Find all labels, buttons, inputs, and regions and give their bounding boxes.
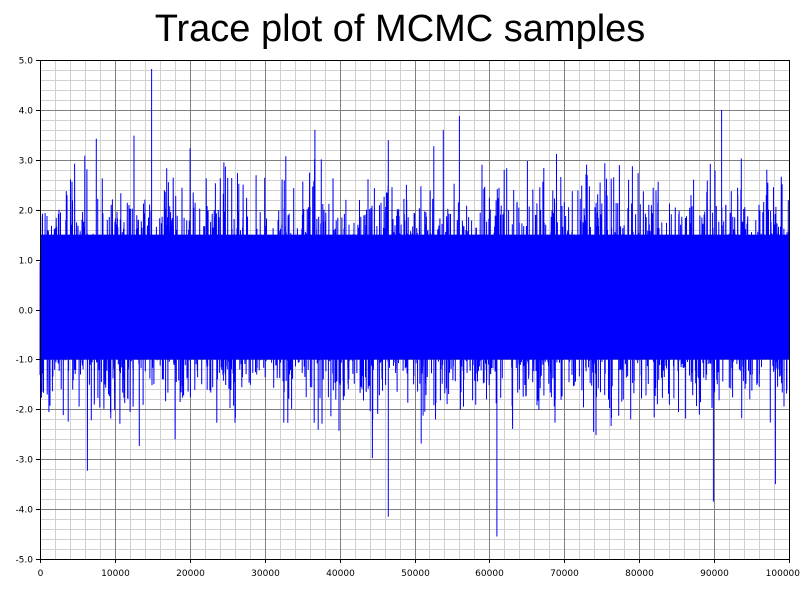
y-tick-label: 5.0	[19, 57, 34, 67]
x-tick-label: 0	[38, 569, 44, 579]
y-tick-label: 0.0	[19, 307, 34, 317]
trace-line	[39, 129, 790, 485]
y-tick-label: -3.0	[15, 456, 33, 466]
x-tick-label: 10000	[101, 569, 130, 579]
x-tick-label: 30000	[251, 569, 280, 579]
y-tick-label: 4.0	[19, 107, 34, 117]
y-tick-label: -5.0	[15, 556, 33, 566]
x-tick-label: 100000	[766, 569, 800, 579]
trace-spikes	[151, 69, 723, 537]
x-tick-label: 60000	[475, 569, 504, 579]
x-tick-label: 90000	[700, 569, 729, 579]
x-tick-label: 20000	[176, 569, 205, 579]
x-tick-label: 70000	[550, 569, 579, 579]
y-tick-label: 3.0	[19, 157, 34, 167]
x-tick-label: 50000	[401, 569, 430, 579]
y-tick-label: -1.0	[15, 356, 33, 366]
chart-title: Trace plot of MCMC samples	[154, 8, 646, 50]
y-tick-label: -4.0	[15, 506, 33, 516]
y-tick-label: -2.0	[15, 406, 33, 416]
x-tick-label: 40000	[326, 569, 355, 579]
x-axis: 0 10000 20000 30000 40000 50000 60000 70000 8000…	[38, 559, 800, 579]
y-tick-label: 2.0	[19, 207, 34, 217]
y-axis: 5.0 4.0 3.0 2.0 1.0 0.0 -1.0 -2.0 -3.0 -4.0 -5.0	[15, 57, 40, 566]
y-tick-label: 1.0	[19, 257, 34, 267]
x-tick-label: 80000	[625, 569, 654, 579]
